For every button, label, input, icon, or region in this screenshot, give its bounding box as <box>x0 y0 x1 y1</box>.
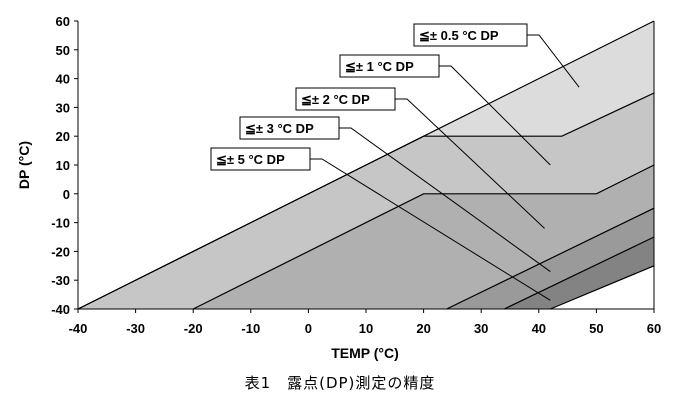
x-tick-labels: -40 -30 -20 -10 0 10 20 30 40 50 60 <box>69 321 662 336</box>
callout-box-2 <box>339 54 440 78</box>
callout-label-1: ≦± 0.5 °C DP <box>419 28 499 43</box>
callout-leader-2 <box>439 65 551 166</box>
x-axis-title: TEMP (°C) <box>331 345 399 361</box>
y-tick-label: -40 <box>51 302 70 317</box>
band-callouts: ≦± 0.5 °C DP ≦± 1 °C DP ≦± 2 °C DP ≦± 3 °C … <box>210 23 580 301</box>
x-tick-label: 30 <box>474 321 488 336</box>
y-axis-title: DP (°C) <box>16 141 32 189</box>
callout-box-5 <box>210 147 311 171</box>
y-tick-label: 20 <box>56 129 70 144</box>
callout-leader-5 <box>310 158 551 301</box>
x-tick-label: 20 <box>416 321 430 336</box>
axes <box>74 20 655 313</box>
y-tick-label: 40 <box>56 72 70 87</box>
accuracy-bands <box>77 20 655 310</box>
x-tick-label: 40 <box>532 321 546 336</box>
callout-box-4 <box>239 116 340 140</box>
callout-label-2: ≦± 1 °C DP <box>345 59 414 74</box>
band-2 <box>78 93 654 309</box>
callout-label-4: ≦± 3 °C DP <box>245 121 314 136</box>
y-tick-label: 30 <box>56 100 70 115</box>
x-tick-label: -20 <box>184 321 203 336</box>
band-boundary-4 <box>503 236 655 310</box>
x-tick-label: 60 <box>647 321 661 336</box>
callout-leader-1 <box>527 34 580 88</box>
y-tick-label: 60 <box>56 14 70 29</box>
callout-label-3: ≦± 2 °C DP <box>301 92 370 107</box>
callout-label-5: ≦± 5 °C DP <box>216 152 285 167</box>
figure-caption: 表1 露点(DP)測定の精度 <box>244 374 436 392</box>
y-tick-label: 0 <box>63 187 70 202</box>
callout-box-1 <box>413 23 528 47</box>
x-tick-label: 50 <box>589 321 603 336</box>
dewpoint-accuracy-chart: -40 -30 -20 -10 0 10 20 30 40 50 60 -40 -30 -20 -10 0 1… <box>16 14 662 361</box>
x-tick-label: 10 <box>359 321 373 336</box>
band-boundary-5 <box>550 265 655 310</box>
y-tick-label: -20 <box>51 244 70 259</box>
x-tick-label: 0 <box>305 321 312 336</box>
y-tick-label: -30 <box>51 273 70 288</box>
callout-leader-4 <box>339 127 551 272</box>
band-boundary-3 <box>446 207 655 310</box>
y-tick-label: 10 <box>56 158 70 173</box>
y-tick-label: 50 <box>56 43 70 58</box>
band-boundary-top <box>77 20 655 310</box>
x-tick-label: -40 <box>69 321 88 336</box>
y-tick-label: -10 <box>51 216 70 231</box>
band-3 <box>193 165 654 309</box>
callout-leader-3 <box>395 98 545 229</box>
x-tick-label: -10 <box>241 321 260 336</box>
band-boundary-2 <box>192 164 655 310</box>
x-tick-label: -30 <box>126 321 145 336</box>
y-tick-labels: -40 -30 -20 -10 0 10 20 30 40 50 60 <box>51 14 70 317</box>
callout-box-3 <box>295 87 396 111</box>
